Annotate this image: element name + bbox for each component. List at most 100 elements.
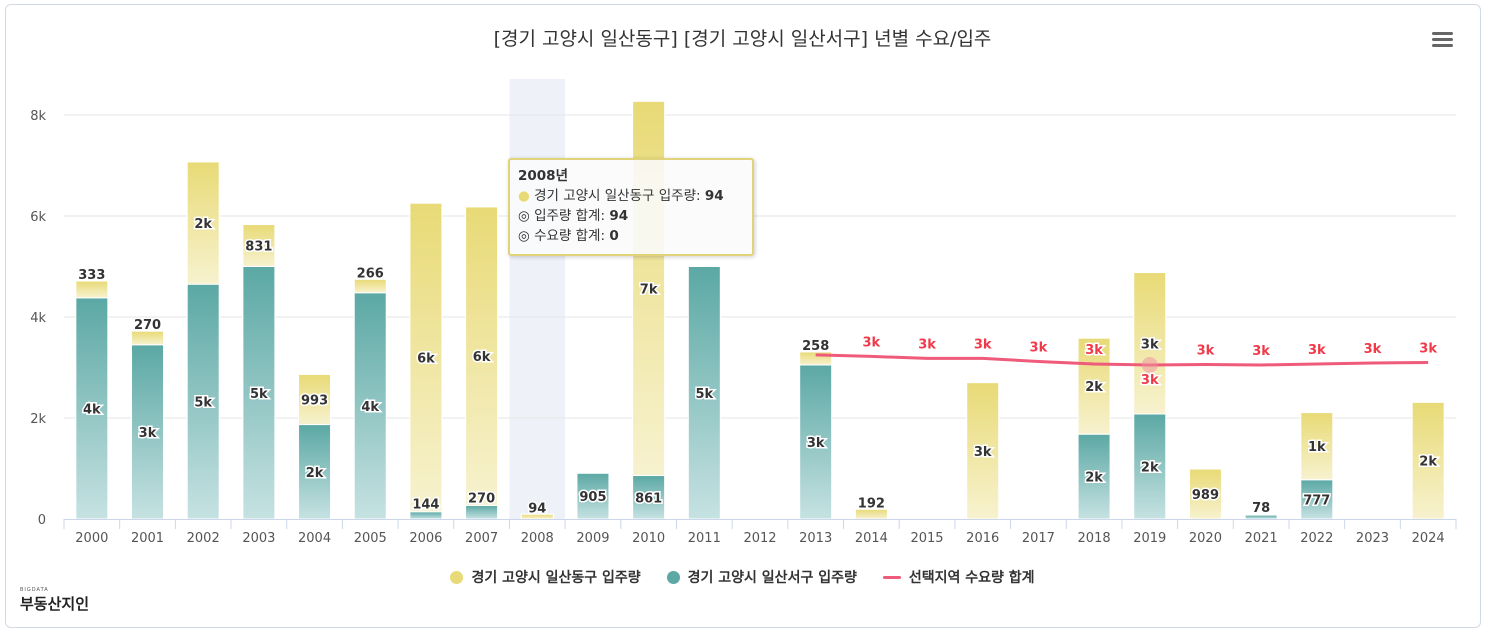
x-tick-label: 2012 [743, 531, 776, 546]
data-label: 78 [1252, 501, 1270, 516]
bar-ilsanseo [465, 504, 499, 520]
data-label: 333 [78, 268, 105, 283]
bar-ilsandong [131, 330, 165, 346]
highlight-band [509, 79, 566, 519]
bar-ilsanseo [1077, 433, 1111, 520]
data-label: 266 [357, 266, 384, 281]
data-label: 1k [1308, 440, 1326, 455]
bar-ilsandong [242, 224, 276, 267]
data-label: 3k [1141, 373, 1159, 388]
tooltip-label: 수요량 합계: [534, 228, 610, 244]
bar-ilsanseo [1133, 413, 1167, 520]
bar-ilsandong [353, 278, 387, 294]
bar-ilsanseo [632, 475, 666, 520]
x-tick-label: 2004 [298, 531, 331, 546]
x-tick-label: 2003 [242, 531, 275, 546]
data-label: 258 [802, 339, 829, 354]
x-tick-label: 2013 [799, 531, 832, 546]
data-label: 3k [974, 445, 992, 460]
data-label: 3k [1252, 344, 1270, 359]
y-tick-label: 6k [30, 210, 46, 225]
demand-point-hover [1141, 356, 1158, 373]
y-tick-label: 2k [30, 412, 46, 427]
data-label: 3k [1197, 343, 1215, 358]
bar-ilsandong [1411, 401, 1445, 520]
data-label: 3k [1030, 340, 1048, 355]
x-tick-label: 2009 [576, 531, 609, 546]
x-tick-label: 2001 [131, 531, 164, 546]
x-tick-label: 2016 [966, 531, 999, 546]
x-tick-label: 2018 [1078, 531, 1111, 546]
tooltip-value: 94 [704, 188, 724, 204]
bar-ilsandong [1188, 468, 1222, 520]
bar-ilsanseo [1300, 479, 1334, 520]
data-label: 270 [468, 491, 495, 506]
data-label: 3k [807, 436, 825, 451]
data-label: 4k [83, 402, 101, 417]
data-label: 777 [1303, 493, 1330, 508]
x-tick-label: 2023 [1356, 531, 1389, 546]
x-tick-label: 2002 [187, 531, 220, 546]
x-tick-label: 2024 [1412, 531, 1445, 546]
data-label: 861 [635, 491, 662, 506]
x-tick-label: 2021 [1245, 531, 1278, 546]
data-label: 993 [301, 393, 328, 408]
teal-dot-icon [666, 570, 680, 584]
tooltip: 2008년 ● 경기 고양시 일산동구 입주량: 94 ◎ 입주량 합계: 94… [508, 158, 754, 256]
circle-icon: ◎ [518, 208, 530, 224]
bar-ilsanseo [576, 472, 610, 520]
bar-ilsandong [186, 161, 220, 285]
bar-ilsandong [409, 202, 443, 513]
x-tick-label: 2017 [1022, 531, 1055, 546]
data-label: 2k [194, 217, 212, 232]
data-label: 831 [245, 240, 272, 255]
bar-ilsandong [1300, 412, 1334, 481]
hamburger-menu-icon[interactable] [1432, 32, 1453, 50]
bar-ilsandong [465, 206, 499, 506]
logo: BIGDATA 부동산지인 [20, 587, 90, 613]
data-label: 2k [1419, 455, 1437, 470]
tooltip-value: 0 [609, 228, 619, 244]
data-label: 6k [473, 350, 491, 365]
data-label: 3k [1364, 342, 1382, 357]
legend-label: 경기 고양시 일산서구 입주량 [687, 570, 857, 586]
yellow-dot-icon [450, 570, 464, 584]
bar-ilsanseo [409, 511, 443, 520]
chart-title: [경기 고양시 일산동구] [경기 고양시 일산서구] 년별 수요/입주 [493, 28, 992, 50]
data-label: 3k [1308, 343, 1326, 358]
x-tick-label: 2006 [409, 531, 442, 546]
data-label: 94 [528, 501, 546, 516]
bar-ilsanseo [242, 266, 276, 520]
data-label: 3k [1141, 337, 1159, 352]
circle-icon: ◎ [518, 228, 530, 244]
yellow-dot-icon: ● [518, 188, 530, 204]
legend-label: 경기 고양시 일산동구 입주량 [471, 570, 641, 586]
bar-ilsanseo [687, 266, 721, 520]
data-label: 2k [1085, 471, 1103, 486]
demand-line [815, 353, 1429, 367]
x-tick-label: 2022 [1300, 531, 1333, 546]
legend-item-ilsanseo[interactable]: 경기 고양시 일산서구 입주량 [666, 567, 857, 587]
legend-item-ilsandong[interactable]: 경기 고양시 일산동구 입주량 [450, 567, 641, 587]
data-label: 989 [1192, 488, 1219, 503]
x-tick-label: 2008 [521, 531, 554, 546]
legend-label: 선택지역 수요량 합계 [908, 570, 1035, 586]
bar-ilsanseo [186, 283, 220, 520]
line-symbol-icon [882, 575, 901, 579]
data-label: 144 [412, 498, 439, 513]
bar-ilsandong [298, 373, 332, 426]
y-tick-label: 0 [38, 513, 46, 528]
data-label: 2k [1085, 380, 1103, 395]
legend-item-demand[interactable]: 선택지역 수요량 합계 [882, 567, 1035, 587]
data-label: 5k [194, 396, 212, 411]
data-label: 192 [858, 496, 885, 511]
x-tick-label: 2011 [688, 531, 721, 546]
data-label: 3k [1085, 343, 1103, 358]
data-label: 4k [361, 400, 379, 415]
data-label: 3k [918, 337, 936, 352]
x-tick-label: 2005 [354, 531, 387, 546]
x-tick-label: 2000 [75, 531, 108, 546]
data-label: 5k [250, 387, 268, 402]
